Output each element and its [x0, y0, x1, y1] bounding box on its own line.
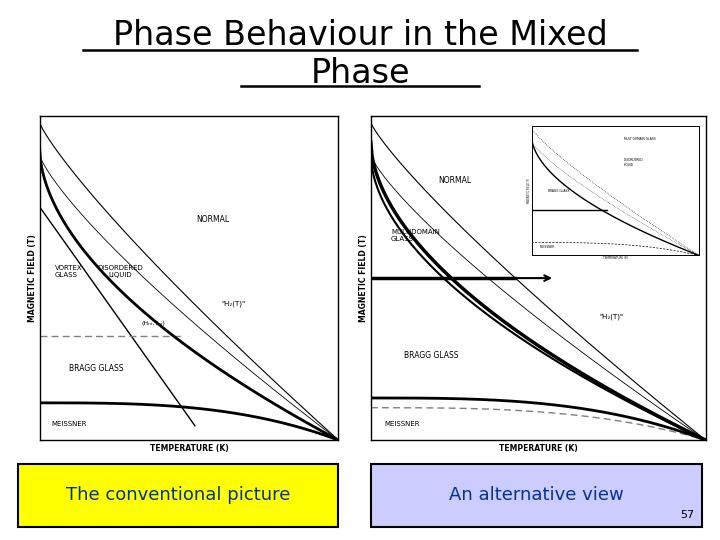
Text: "H₂(T)": "H₂(T)": [600, 314, 624, 320]
Y-axis label: MAGNETIC FIELD (T): MAGNETIC FIELD (T): [28, 234, 37, 322]
Text: BRAGG GLASS: BRAGG GLASS: [405, 352, 459, 360]
Text: (Hₙᵣ,Tₙᵣ): (Hₙᵣ,Tₙᵣ): [141, 321, 165, 326]
Text: Phase Behaviour in the Mixed: Phase Behaviour in the Mixed: [112, 19, 608, 52]
X-axis label: TEMPERATURE (K): TEMPERATURE (K): [499, 444, 577, 453]
Text: MULTIDOMAIN
GLASS: MULTIDOMAIN GLASS: [391, 230, 440, 242]
Text: DISORDERED
LIQUID: DISORDERED LIQUID: [582, 230, 628, 242]
Text: Phase: Phase: [310, 57, 410, 90]
Text: BRAGG GLASS: BRAGG GLASS: [69, 364, 124, 373]
Text: 57: 57: [680, 510, 695, 520]
Text: The conventional picture: The conventional picture: [66, 487, 290, 504]
Text: NORMAL: NORMAL: [197, 215, 230, 224]
Text: An alternative view: An alternative view: [449, 487, 624, 504]
Text: NORMAL: NORMAL: [438, 177, 471, 185]
Text: "H₂(T)": "H₂(T)": [222, 301, 246, 307]
Text: MEISSNER: MEISSNER: [52, 421, 87, 427]
Y-axis label: MAGNETIC FIELD (T): MAGNETIC FIELD (T): [359, 234, 368, 322]
Text: MEISSNER: MEISSNER: [384, 421, 420, 427]
Text: DISORDERED
LIQUID: DISORDERED LIQUID: [97, 265, 143, 278]
Text: VORTEX
GLASS: VORTEX GLASS: [55, 265, 82, 278]
X-axis label: TEMPERATURE (K): TEMPERATURE (K): [150, 444, 228, 453]
